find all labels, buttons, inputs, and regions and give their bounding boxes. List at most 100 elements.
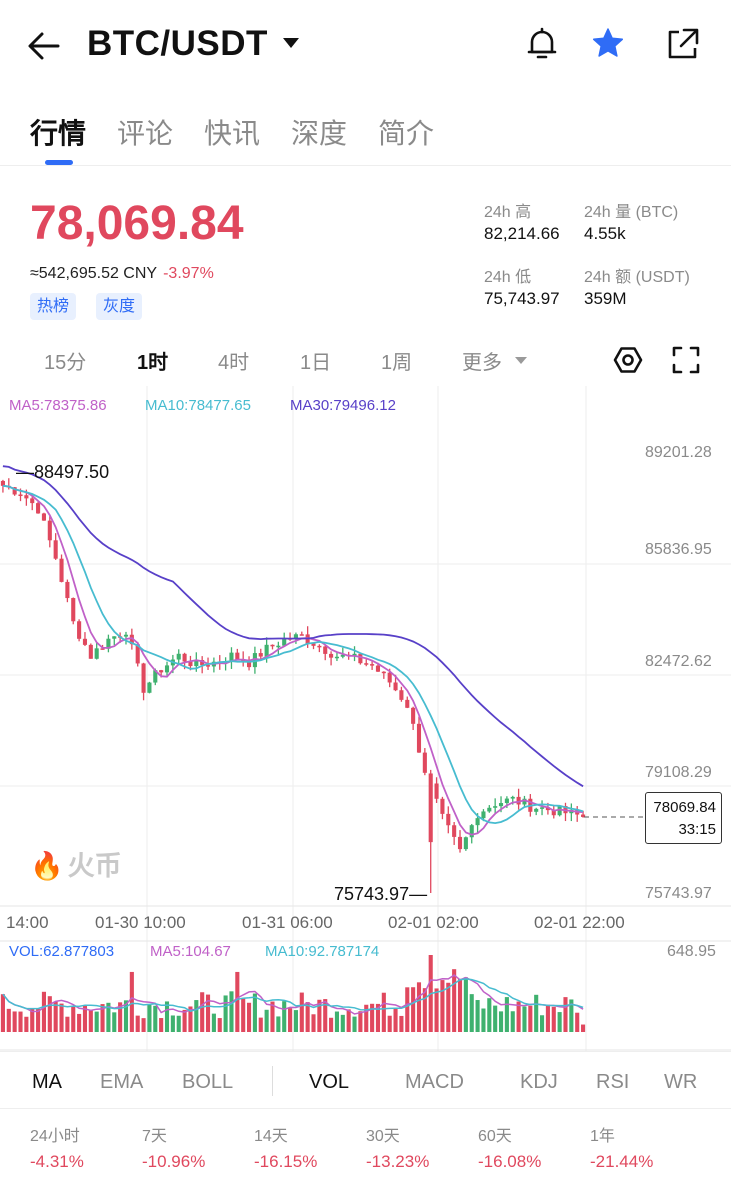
interval-15m[interactable]: 15分 <box>44 352 87 374</box>
indicator-macd[interactable]: MACD <box>405 1071 464 1093</box>
volume-bar <box>569 999 574 1032</box>
candle-body <box>323 646 328 654</box>
tab-depth[interactable]: 深度 <box>291 118 348 149</box>
candle-body <box>36 503 41 514</box>
candle-body <box>387 672 392 683</box>
share-button[interactable] <box>664 24 700 64</box>
tag-hot[interactable]: 热榜 <box>30 293 77 320</box>
candle-body <box>71 598 76 622</box>
fullscreen-button[interactable] <box>670 344 702 376</box>
kline-chart[interactable] <box>0 386 731 1051</box>
interval-more[interactable]: 更多 <box>462 352 502 374</box>
alert-button[interactable] <box>524 24 560 64</box>
volume-ma-lines <box>2 974 584 1015</box>
volume-bar <box>452 969 457 1032</box>
tag-grayscale[interactable]: 灰度 <box>96 293 143 320</box>
current-price: 78069.84 <box>653 799 716 816</box>
candle-body <box>159 670 164 673</box>
perf-label: 60天 <box>478 1128 512 1145</box>
volume-bar <box>329 1017 334 1032</box>
indicator-vol[interactable]: VOL <box>309 1071 350 1093</box>
volume-bar <box>264 1009 269 1032</box>
volume-bar <box>381 992 386 1032</box>
cny-price-line: ≈542,695.52 CNY -3.97% <box>30 265 214 283</box>
candle-body <box>457 836 463 850</box>
volume-bar <box>446 982 451 1032</box>
candle-body <box>370 664 375 666</box>
volume-bar <box>229 991 234 1032</box>
candle-body <box>481 811 486 819</box>
pair-title[interactable]: BTC/USDT <box>87 24 268 63</box>
volume-bar <box>469 994 474 1032</box>
candle-body <box>293 634 298 640</box>
volume-bar <box>24 1016 29 1032</box>
candle-body <box>493 806 498 808</box>
tab-market[interactable]: 行情 <box>30 118 87 149</box>
flame-icon: 🔥 <box>30 851 64 881</box>
candle-body <box>375 665 381 672</box>
indicator-ema[interactable]: EMA <box>100 1071 144 1093</box>
indicator-kdj[interactable]: KDJ <box>520 1071 558 1093</box>
ma30-legend: MA30:79496.12 <box>290 397 396 414</box>
interval-1h[interactable]: 1时 <box>137 352 169 374</box>
volume-bar <box>65 1016 70 1032</box>
candle-body <box>47 520 52 541</box>
vol-ma5-line <box>2 974 584 1015</box>
volume-bar <box>176 1015 181 1032</box>
volume-bar <box>71 1005 76 1032</box>
perf-value: -16.08% <box>478 1152 542 1171</box>
candle-body <box>510 796 515 799</box>
back-button[interactable] <box>24 26 64 66</box>
perf-value: -4.31% <box>30 1152 84 1171</box>
time-tick: 14:00 <box>6 913 49 932</box>
volume-bar <box>575 1012 580 1032</box>
volume-bar <box>481 1008 486 1032</box>
indicator-divider <box>272 1066 273 1096</box>
low-label: 24h 低 <box>484 269 532 286</box>
active-tab-indicator <box>45 160 73 165</box>
volume-bar <box>317 999 322 1032</box>
interval-1w[interactable]: 1周 <box>381 352 413 374</box>
perf-value: -21.44% <box>590 1152 654 1171</box>
volume-bar <box>393 1008 398 1032</box>
arrow-left-icon <box>28 32 60 60</box>
candle-body <box>264 644 269 657</box>
main-tabs: 行情 评论 快讯 深度 简介 <box>0 100 731 166</box>
time-tick: 01-30 10:00 <box>95 913 186 932</box>
chart-settings-button[interactable] <box>612 344 644 376</box>
ma30-line <box>2 465 584 788</box>
volume-bar <box>217 1018 222 1032</box>
volume-bar <box>288 1008 293 1032</box>
volume-bar <box>164 1001 170 1032</box>
indicator-rsi[interactable]: RSI <box>596 1071 630 1093</box>
tab-intro[interactable]: 简介 <box>378 118 435 149</box>
tab-comments[interactable]: 评论 <box>117 118 174 149</box>
volume-bar <box>557 1012 562 1032</box>
candle-body <box>545 807 550 811</box>
volume-bar <box>534 994 539 1032</box>
candle-body <box>129 634 134 645</box>
candle-body <box>581 814 586 817</box>
candle-body <box>358 653 363 664</box>
candle-body <box>100 648 105 650</box>
candle-body <box>182 653 187 662</box>
vol-legend: VOL:62.877803 <box>9 943 115 960</box>
candle-body <box>53 540 58 559</box>
indicator-wr[interactable]: WR <box>664 1071 698 1093</box>
volume-bar <box>510 1011 515 1032</box>
perf-label: 14天 <box>254 1128 288 1145</box>
interval-1d[interactable]: 1日 <box>300 352 332 374</box>
caret-down-icon[interactable] <box>515 357 527 364</box>
tab-news[interactable]: 快讯 <box>204 118 261 149</box>
caret-down-icon[interactable] <box>283 38 299 48</box>
volume-bar <box>147 1005 152 1032</box>
fullscreen-icon <box>672 346 700 374</box>
favorite-button[interactable] <box>590 24 626 64</box>
price-tick: 79108.29 <box>645 764 712 781</box>
candle-body <box>522 798 527 805</box>
perf-label: 24小时 <box>30 1128 80 1145</box>
indicator-ma[interactable]: MA <box>32 1071 62 1093</box>
volume-bar <box>434 988 439 1032</box>
interval-4h[interactable]: 4时 <box>218 352 250 374</box>
indicator-boll[interactable]: BOLL <box>182 1071 234 1093</box>
